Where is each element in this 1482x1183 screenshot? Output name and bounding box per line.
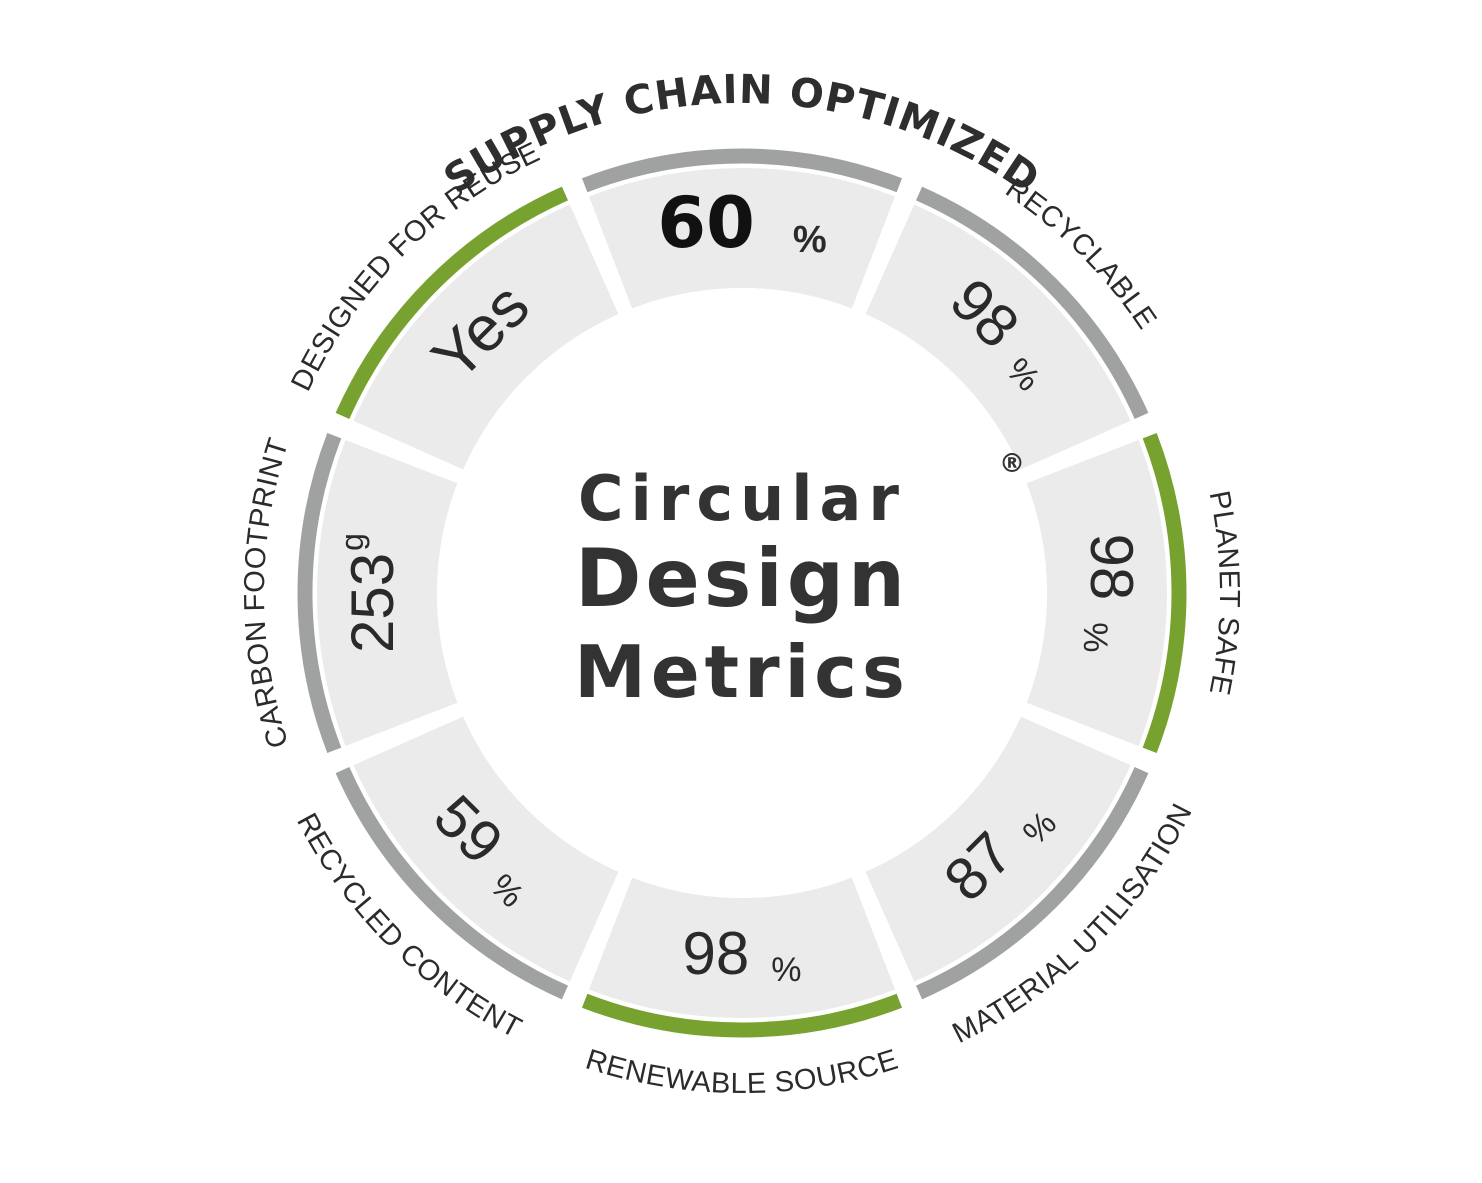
segments-layer bbox=[316, 167, 1168, 1019]
value-group-renewable-source: 98% bbox=[683, 920, 802, 989]
segment-recycled-content bbox=[353, 716, 619, 982]
segment-planet-safe bbox=[1026, 440, 1168, 746]
center-title-line1: Circular bbox=[578, 462, 906, 535]
center-title-line2: Design bbox=[575, 532, 909, 625]
registered-mark: ® bbox=[999, 449, 1025, 479]
label-planet-safe: PLANET SAFE bbox=[1203, 488, 1245, 698]
segment-renewable-source bbox=[589, 877, 895, 1019]
center-title-block: Circular Design Metrics ® bbox=[574, 449, 1025, 714]
ring-arc-planet-safe bbox=[1142, 432, 1187, 754]
value-group-planet-safe: 98% bbox=[1076, 534, 1145, 653]
value-group-carbon-footprint: 253g bbox=[334, 533, 405, 653]
segment-material-utilisation bbox=[865, 716, 1131, 982]
ring-arc-recycled-content bbox=[335, 767, 568, 1000]
value-supply-chain: 60% bbox=[657, 182, 826, 264]
value-carbon-footprint: 253g bbox=[334, 533, 405, 653]
label-renewable-source: RENEWABLE SOURCE bbox=[582, 1044, 902, 1100]
segment-designed-for-reuse bbox=[353, 204, 619, 470]
ring-arc-supply-chain bbox=[581, 148, 903, 193]
ring-arc-material-utilisation bbox=[916, 767, 1149, 1000]
value-renewable-source: 98% bbox=[683, 920, 802, 989]
segment-recyclable bbox=[865, 204, 1131, 470]
segment-carbon-footprint bbox=[316, 440, 458, 746]
value-planet-safe: 98% bbox=[1076, 534, 1145, 653]
segment-supply-chain bbox=[589, 167, 895, 309]
center-title-line3: Metrics bbox=[574, 630, 910, 714]
center-disk bbox=[437, 288, 1047, 898]
value-group-supply-chain: 60% bbox=[657, 182, 826, 264]
ring-arc-recyclable bbox=[916, 186, 1149, 419]
label-carbon-footprint: CARBON FOOTPRINT bbox=[239, 434, 295, 751]
ring-arc-renewable-source bbox=[581, 993, 903, 1038]
ring-arc-carbon-footprint bbox=[297, 432, 342, 754]
outer-ring-layer bbox=[297, 148, 1187, 1038]
ring-arc-designed-for-reuse bbox=[335, 186, 568, 419]
